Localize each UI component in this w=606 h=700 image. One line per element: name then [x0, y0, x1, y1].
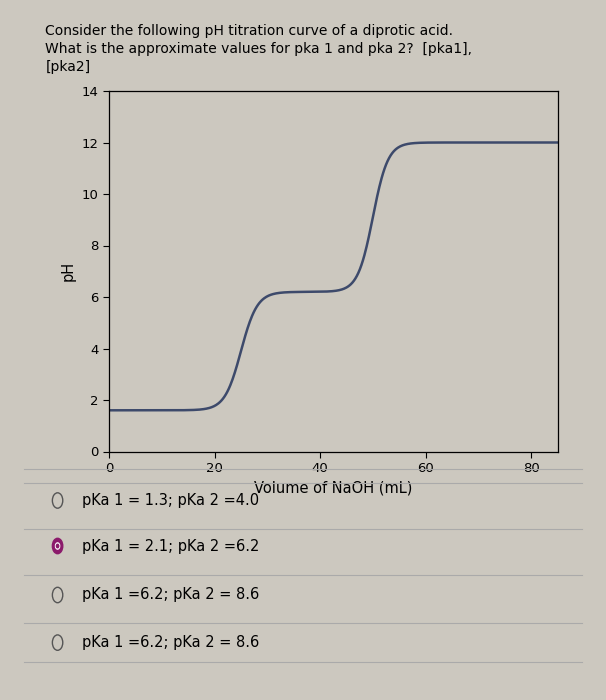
Text: pKa 1 = 2.1; pKa 2 =6.2: pKa 1 = 2.1; pKa 2 =6.2 [82, 538, 259, 554]
Text: [pka2]: [pka2] [45, 60, 90, 74]
Text: pKa 1 = 1.3; pKa 2 =4.0: pKa 1 = 1.3; pKa 2 =4.0 [82, 493, 259, 508]
Text: pKa 1 =6.2; pKa 2 = 8.6: pKa 1 =6.2; pKa 2 = 8.6 [82, 587, 259, 603]
Y-axis label: pH: pH [61, 261, 76, 281]
X-axis label: Volume of NaOH (mL): Volume of NaOH (mL) [254, 480, 413, 496]
Text: What is the approximate values for pka 1 and pka 2?  [pka1],: What is the approximate values for pka 1… [45, 42, 473, 56]
Text: Consider the following pH titration curve of a diprotic acid.: Consider the following pH titration curv… [45, 25, 453, 38]
Text: pKa 1 =6.2; pKa 2 = 8.6: pKa 1 =6.2; pKa 2 = 8.6 [82, 635, 259, 650]
